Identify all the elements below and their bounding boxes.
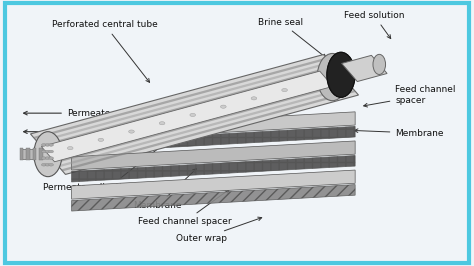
Circle shape (190, 113, 196, 117)
Bar (39, 148, 43, 160)
Circle shape (41, 150, 46, 153)
Text: Feed channel spacer: Feed channel spacer (138, 189, 231, 226)
Circle shape (49, 163, 54, 166)
Circle shape (49, 150, 54, 153)
Polygon shape (47, 74, 342, 155)
Polygon shape (61, 90, 356, 171)
Polygon shape (40, 66, 335, 147)
Bar (19, 148, 23, 160)
Circle shape (45, 150, 50, 153)
Text: Perforated central tube: Perforated central tube (52, 20, 157, 82)
Polygon shape (54, 82, 349, 163)
Text: Permeate: Permeate (24, 109, 110, 118)
Polygon shape (44, 70, 338, 151)
Bar (26, 148, 29, 160)
Polygon shape (19, 149, 48, 159)
Text: Feed solution: Feed solution (344, 11, 404, 39)
Text: Brine seal: Brine seal (258, 18, 326, 58)
Circle shape (282, 89, 287, 92)
Text: Permeate collection material: Permeate collection material (43, 145, 174, 192)
Polygon shape (51, 78, 345, 159)
Polygon shape (342, 55, 387, 82)
Circle shape (41, 157, 46, 159)
Polygon shape (33, 58, 328, 139)
Text: Concentrate: Concentrate (24, 127, 123, 136)
Circle shape (159, 122, 165, 125)
Polygon shape (72, 141, 355, 170)
Polygon shape (30, 55, 358, 174)
Polygon shape (72, 185, 355, 211)
Circle shape (251, 97, 257, 100)
Text: Outer wrap: Outer wrap (175, 217, 262, 243)
Bar (33, 148, 36, 160)
Circle shape (45, 144, 50, 146)
Ellipse shape (327, 52, 355, 97)
Ellipse shape (317, 53, 348, 101)
Polygon shape (72, 126, 355, 153)
Polygon shape (41, 71, 333, 162)
Ellipse shape (373, 54, 385, 74)
Text: Membrane: Membrane (133, 169, 196, 210)
Polygon shape (72, 112, 355, 141)
Text: Membrane: Membrane (354, 129, 444, 138)
Circle shape (220, 105, 226, 108)
Text: Feed channel
spacer: Feed channel spacer (364, 85, 456, 107)
Circle shape (45, 157, 50, 159)
Circle shape (45, 163, 50, 166)
Circle shape (67, 147, 73, 150)
Circle shape (98, 138, 104, 142)
Circle shape (41, 144, 46, 146)
Ellipse shape (327, 52, 355, 97)
Polygon shape (36, 62, 331, 143)
Polygon shape (58, 86, 352, 167)
Polygon shape (72, 156, 355, 182)
Ellipse shape (34, 132, 62, 177)
Circle shape (128, 130, 134, 133)
Circle shape (41, 163, 46, 166)
Circle shape (49, 144, 54, 146)
Circle shape (49, 157, 54, 159)
Polygon shape (72, 170, 355, 199)
